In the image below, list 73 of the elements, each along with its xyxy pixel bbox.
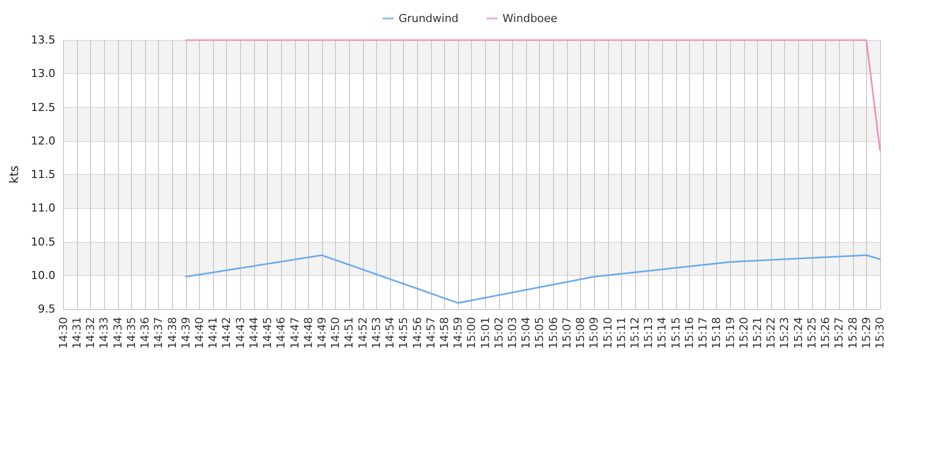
x-tick-label: 14:32 <box>84 317 98 349</box>
legend-label: Grundwind <box>398 12 459 25</box>
y-tick-label: 12.5 <box>30 100 56 114</box>
x-tick-label: 15:18 <box>710 317 724 349</box>
x-tick-label: 14:30 <box>56 317 70 349</box>
x-tick-label: 15:20 <box>737 317 750 349</box>
x-tick-label: 14:57 <box>424 317 438 349</box>
x-tick-label: 14:48 <box>302 317 315 349</box>
x-tick-label: 15:03 <box>506 317 520 349</box>
x-tick-label: 15:12 <box>628 317 642 349</box>
legend-label: Windboee <box>502 12 558 25</box>
y-tick-label: 12.0 <box>30 134 56 148</box>
x-tick-label: 14:45 <box>261 317 274 349</box>
x-tick-label: 15:13 <box>642 317 656 349</box>
x-tick-label: 14:31 <box>70 317 84 349</box>
x-tick-label: 14:52 <box>356 317 370 349</box>
x-tick-label: 15:25 <box>805 317 818 349</box>
x-tick-label: 15:05 <box>533 317 546 349</box>
x-tick-label: 15:30 <box>874 317 886 349</box>
x-tick-label: 14:35 <box>124 317 138 349</box>
x-tick-label: 15:08 <box>574 317 588 349</box>
y-tick-label: 11.5 <box>30 168 56 181</box>
x-tick-label: 15:04 <box>520 317 533 349</box>
x-tick-label: 14:49 <box>315 317 328 349</box>
x-tick-label: 14:37 <box>152 317 166 349</box>
x-tick-label: 15:00 <box>465 317 478 349</box>
x-tick-label: 14:59 <box>452 317 465 349</box>
x-tick-label: 14:33 <box>98 317 111 349</box>
x-tick-label: 14:51 <box>342 317 356 349</box>
x-tick-label: 15:23 <box>778 317 792 349</box>
x-tick-label: 15:24 <box>792 317 805 349</box>
x-tick-label: 15:21 <box>751 317 764 349</box>
x-tick-label: 15:01 <box>478 317 492 349</box>
x-tick-label: 14:53 <box>370 317 383 349</box>
x-tick-label: 14:41 <box>206 317 220 349</box>
y-tick-label: 13.5 <box>30 34 56 46</box>
x-tick-label: 14:58 <box>438 317 451 349</box>
x-tick-label: 14:50 <box>329 317 342 349</box>
x-tick-label: 15:10 <box>601 317 614 349</box>
x-tick-label: 15:26 <box>819 317 832 349</box>
x-tick-label: 14:46 <box>274 317 288 349</box>
x-tick-label: 15:27 <box>832 317 846 349</box>
x-tick-label: 14:39 <box>179 317 192 349</box>
x-tick-label: 14:38 <box>166 317 179 349</box>
x-tick-label: 14:44 <box>247 317 260 349</box>
y-tick-label: 10.5 <box>30 235 56 248</box>
x-tick-label: 15:22 <box>764 317 778 349</box>
x-tick-label: 14:56 <box>410 317 424 349</box>
x-tick-label: 15:07 <box>560 317 574 349</box>
x-tick-label: 15:11 <box>614 317 628 349</box>
x-tick-label: 15:29 <box>860 317 873 349</box>
x-tick-label: 15:28 <box>846 317 860 349</box>
y-tick-label: 10.0 <box>30 268 56 282</box>
x-tick-label: 15:15 <box>669 317 682 349</box>
x-tick-label: 14:54 <box>384 317 397 349</box>
y-tick-label: 11.0 <box>30 202 56 215</box>
x-tick-label: 15:14 <box>656 317 669 349</box>
x-tick-label: 14:42 <box>220 317 234 349</box>
x-tick-label: 15:06 <box>546 317 560 349</box>
y-tick-label: 9.5 <box>38 302 56 316</box>
x-tick-label: 15:09 <box>588 317 601 349</box>
x-tick-label: 15:19 <box>724 317 737 349</box>
x-tick-label: 14:55 <box>397 317 410 349</box>
x-tick-label: 15:16 <box>682 317 696 349</box>
x-tick-label: 15:17 <box>696 317 710 349</box>
x-tick-label: 14:34 <box>111 317 124 349</box>
x-tick-label: 14:36 <box>138 317 152 349</box>
x-tick-label: 14:47 <box>288 317 302 349</box>
x-tick-label: 14:43 <box>234 317 247 349</box>
y-tick-label: 13.0 <box>30 67 56 80</box>
y-axis-title: kts <box>7 166 21 184</box>
x-tick-label: 14:40 <box>192 317 206 349</box>
x-tick-label: 15:02 <box>492 317 506 349</box>
